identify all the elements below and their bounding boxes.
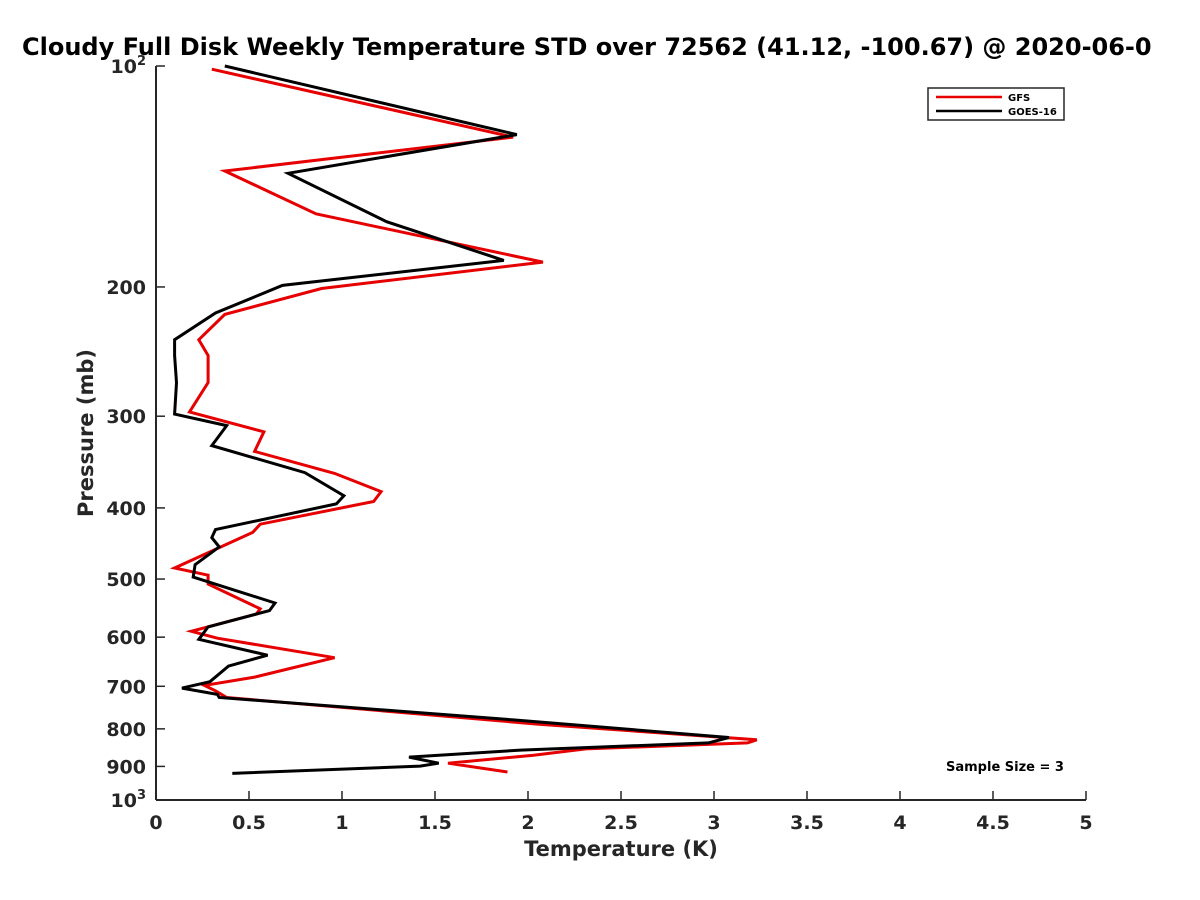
- x-tick-label: 3.5: [790, 812, 824, 834]
- y-tick-label: 700: [106, 676, 146, 698]
- y-tick-label: 500: [106, 569, 146, 591]
- y-tick-label: 300: [106, 406, 146, 428]
- series-layer: [169, 64, 758, 775]
- x-ticks: 0 0.5 1 1.5 2 2.5 3 3.5 4 4.5 5: [149, 791, 1093, 834]
- y-tick-label-base: 10: [111, 790, 137, 812]
- y-tick-label-exponent: 3: [137, 788, 146, 803]
- y-tick-label: 800: [106, 719, 146, 741]
- y-tick-label: 103: [111, 788, 147, 812]
- series-line-goes16: [173, 64, 730, 775]
- legend-label-gfs: GFS: [1008, 93, 1030, 104]
- x-tick-label: 5: [1079, 812, 1092, 834]
- x-tick-label: 2.5: [604, 812, 638, 834]
- x-tick-label: 1.5: [418, 812, 452, 834]
- y-axis-label: Pressure (mb): [74, 349, 98, 517]
- y-tick-label: 102: [111, 54, 147, 78]
- legend: GFS GOES-16: [927, 87, 1065, 121]
- sample-size-annotation: Sample Size = 3: [946, 760, 1064, 775]
- x-tick-label: 4: [893, 812, 906, 834]
- y-tick-label: 200: [106, 277, 146, 299]
- x-tick-label: 2: [521, 812, 534, 834]
- x-tick-label: 1: [335, 812, 348, 834]
- x-tick-label: 3: [707, 812, 720, 834]
- legend-box: [927, 87, 1065, 121]
- x-axis-label: Temperature (K): [524, 837, 718, 861]
- y-tick-label: 400: [106, 498, 146, 520]
- chart-title: Cloudy Full Disk Weekly Temperature STD …: [22, 33, 1152, 61]
- legend-label-goes16: GOES-16: [1008, 107, 1057, 118]
- y-tick-label-base: 10: [111, 56, 137, 78]
- y-tick-label: 600: [106, 627, 146, 649]
- y-tick-label-exponent: 2: [137, 54, 146, 69]
- x-tick-label: 0: [149, 812, 162, 834]
- y-tick-label: 900: [106, 756, 146, 778]
- x-tick-label: 4.5: [976, 812, 1010, 834]
- x-tick-label: 0.5: [232, 812, 266, 834]
- series-line-gfs: [169, 67, 758, 774]
